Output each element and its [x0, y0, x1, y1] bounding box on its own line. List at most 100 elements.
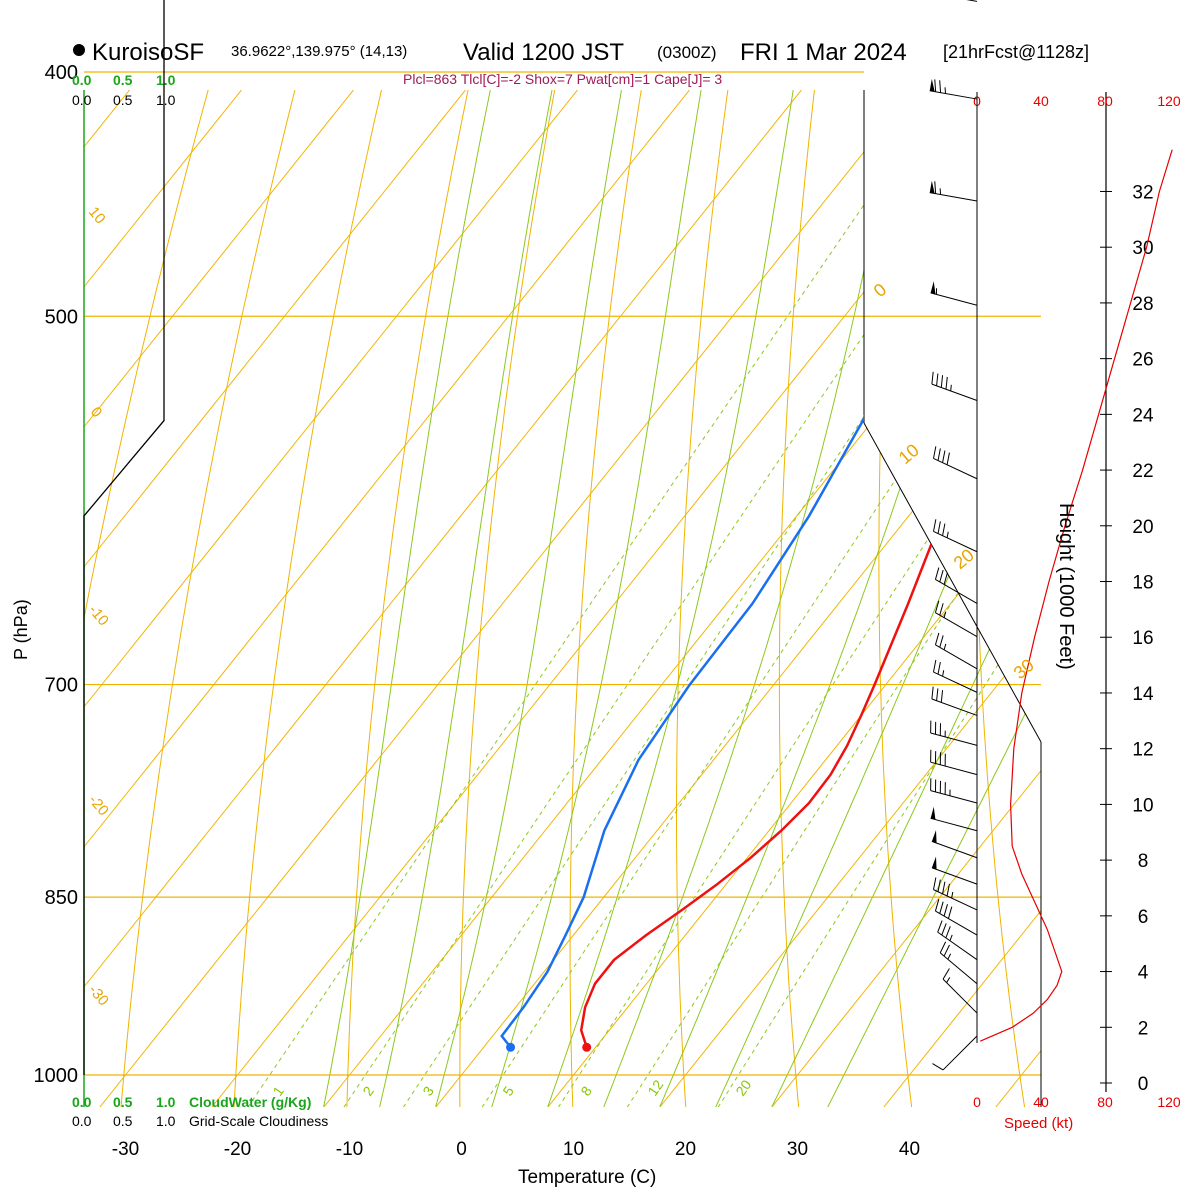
wind-barb-full	[943, 572, 948, 585]
speed-tick-label-bottom: 40	[1033, 1094, 1049, 1110]
wind-barb-half	[943, 611, 947, 618]
pressure-tick-label: 700	[45, 675, 78, 697]
wind-barb-staff	[931, 867, 978, 885]
temperature-tick-label: 10	[563, 1139, 584, 1160]
isotherm-label: 20	[950, 545, 978, 573]
height-tick-label: 4	[1138, 963, 1149, 984]
dry-adiabat-line	[676, 90, 836, 1107]
wind-barb-pennant	[930, 281, 936, 295]
wind-barb-half	[949, 934, 953, 941]
dry-adiabat-line	[1069, 0, 1138, 1107]
wind-barb-pennant	[929, 78, 935, 92]
speed-tick-label-top: 40	[1033, 93, 1049, 109]
isotherm-line	[84, 90, 354, 1107]
forecast-run: [21hrFcst@1128z]	[943, 42, 1089, 62]
dewpoint-profile	[500, 90, 1041, 1049]
wind-barb-staff	[931, 698, 978, 716]
height-tick-label: 30	[1132, 238, 1153, 259]
temperature-profile-surface-dot	[582, 1042, 592, 1052]
wind-barb	[931, 856, 978, 885]
wind-barb-staff	[933, 671, 978, 693]
isotherm-line	[0, 90, 18, 1107]
wind-barb-staff	[933, 889, 978, 911]
wind-barb-staff	[966, 0, 978, 2]
dry-adiabat-label: -20	[85, 792, 112, 820]
temperature-profile	[579, 90, 1041, 1048]
wind-barb-full	[939, 569, 944, 583]
height-tick-label: 24	[1132, 405, 1154, 426]
wind-barb	[930, 806, 978, 832]
cloudiness-tick-bottom: 1.0	[156, 1113, 176, 1129]
wind-barb-full	[937, 920, 943, 933]
dry-adiabat-line	[778, 90, 910, 1107]
wind-barb	[934, 632, 978, 670]
wind-barb	[933, 877, 978, 911]
wind-barb-full	[939, 635, 944, 648]
wind-barb-full	[933, 519, 937, 532]
wind-barb	[931, 686, 978, 716]
isotherm-line	[84, 90, 466, 1107]
pressure-tick-label: 500	[45, 306, 78, 328]
moist-adiabat-line	[547, 90, 895, 1107]
mixing-ratio-line	[717, 90, 1041, 1107]
wind-barb	[933, 519, 978, 553]
wind-barb-full	[934, 79, 937, 92]
wind-barb-full	[940, 375, 944, 388]
isotherm-line	[771, 90, 1041, 1107]
wind-barb-full	[945, 926, 951, 939]
wind-barb-half	[946, 977, 951, 983]
station-name: KuroisoSF	[92, 39, 204, 66]
wind-barb	[939, 941, 978, 985]
wind-barb	[934, 899, 978, 936]
mixing-ratio-label: 12	[644, 1077, 666, 1099]
wind-barb-full	[932, 1063, 944, 1071]
wind-barb-full	[934, 181, 937, 194]
wind-barb-full	[934, 567, 940, 580]
wind-barb-full	[936, 373, 939, 386]
dry-adiabat-line	[233, 90, 538, 1107]
wind-barb-full	[937, 521, 941, 534]
wind-barb	[942, 968, 978, 1014]
cloudwater-tick-top: 1.0	[156, 72, 176, 88]
cloudwater-tick-top: 0.0	[72, 72, 92, 88]
temperature-tick-label: -10	[336, 1139, 363, 1160]
wind-barb-full	[942, 968, 950, 980]
wind-barb-pennant	[930, 806, 936, 820]
moist-adiabat-line	[491, 90, 811, 1107]
wind-barb-full	[946, 883, 950, 897]
wind-barb-staff	[942, 978, 978, 1014]
wind-barb	[932, 1035, 978, 1071]
dry-adiabat-line	[878, 90, 985, 1107]
station-coords: 36.9622°,139.975° (14,13)	[231, 43, 407, 60]
temperature-tick-label: -20	[224, 1139, 251, 1160]
wind-barb-staff	[929, 192, 978, 202]
wind-barb-full	[940, 690, 944, 703]
height-axis-label: Height (1000 Feet)	[1055, 503, 1077, 670]
moist-adiabat-line	[771, 90, 1041, 1107]
wind-barb	[966, 0, 978, 2]
speed-axis-label: Speed (kt)	[1004, 1115, 1073, 1132]
wind-barb	[931, 830, 978, 859]
speed-tick-label-bottom: 80	[1097, 1094, 1113, 1110]
wind-barb	[930, 281, 978, 306]
height-tick-label: 14	[1132, 684, 1154, 705]
isotherm-label: 0	[870, 279, 891, 301]
moist-adiabat-line	[323, 90, 627, 1107]
cloudiness-profile	[83, 0, 165, 1075]
height-tick-label: 0	[1138, 1074, 1149, 1095]
isotherm-line	[84, 90, 690, 1107]
wind-barb-full	[942, 450, 946, 463]
dry-adiabat-line	[346, 90, 612, 1107]
wind-barb-full	[934, 899, 940, 912]
height-tick-label: 26	[1132, 350, 1153, 371]
dewpoint-profile-surface-dot	[506, 1042, 516, 1052]
wind-barb-half	[942, 670, 945, 677]
wind-barb	[934, 600, 978, 638]
isotherm-line	[435, 90, 1041, 1107]
pressure-tick-label: 1000	[34, 1065, 79, 1087]
wind-barb-pennant	[931, 856, 937, 870]
temperature-tick-label: 0	[456, 1139, 467, 1160]
wind-barb	[929, 180, 978, 202]
wind-barb-full	[937, 448, 941, 461]
